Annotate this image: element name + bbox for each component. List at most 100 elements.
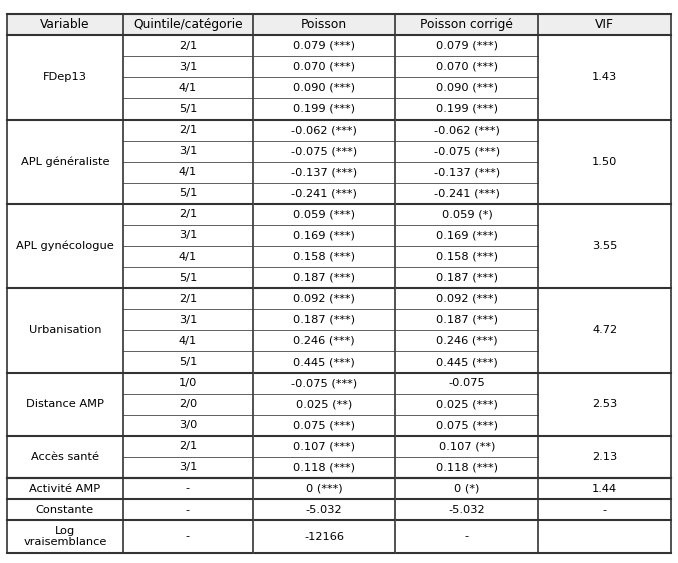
Text: 0 (***): 0 (***): [306, 484, 342, 494]
Text: 0.118 (***): 0.118 (***): [293, 462, 355, 472]
Bar: [123, 520, 253, 553]
Text: 0.445 (***): 0.445 (***): [436, 357, 498, 367]
Bar: [538, 478, 671, 499]
Text: 4/1: 4/1: [179, 167, 197, 177]
Bar: [123, 457, 253, 478]
Bar: [395, 99, 538, 119]
Text: 4/1: 4/1: [179, 252, 197, 262]
Text: Distance AMP: Distance AMP: [26, 399, 104, 409]
Bar: [395, 204, 538, 225]
Bar: [123, 14, 253, 35]
Text: 5/1: 5/1: [178, 104, 197, 114]
Text: 0.187 (***): 0.187 (***): [293, 272, 355, 283]
Bar: [253, 520, 395, 553]
Text: 5/1: 5/1: [178, 272, 197, 283]
Bar: [395, 183, 538, 204]
Text: APL généraliste: APL généraliste: [20, 157, 109, 167]
Text: 0.025 (***): 0.025 (***): [436, 399, 498, 409]
Bar: [538, 14, 671, 35]
Bar: [123, 119, 253, 141]
Text: 1/0: 1/0: [178, 378, 197, 388]
Bar: [123, 141, 253, 162]
Text: -: -: [186, 484, 190, 494]
Bar: [253, 288, 395, 309]
Bar: [253, 436, 395, 457]
Bar: [395, 520, 538, 553]
Bar: [395, 415, 538, 436]
Text: APL gynécologue: APL gynécologue: [16, 241, 114, 251]
Text: 0.246 (***): 0.246 (***): [294, 336, 355, 346]
Bar: [538, 204, 671, 288]
Bar: [123, 394, 253, 415]
Bar: [7, 520, 123, 553]
Text: 1.50: 1.50: [592, 157, 618, 167]
Text: 4/1: 4/1: [179, 336, 197, 346]
Bar: [395, 351, 538, 373]
Text: 2/1: 2/1: [179, 209, 197, 220]
Bar: [253, 77, 395, 99]
Text: Poisson corrigé: Poisson corrigé: [420, 18, 513, 31]
Bar: [253, 99, 395, 119]
Bar: [395, 267, 538, 288]
Bar: [7, 499, 123, 520]
Text: -0.137 (***): -0.137 (***): [434, 167, 500, 177]
Bar: [538, 35, 671, 119]
Bar: [123, 162, 253, 183]
Bar: [395, 14, 538, 35]
Bar: [253, 457, 395, 478]
Text: 0.169 (***): 0.169 (***): [293, 230, 355, 240]
Bar: [253, 267, 395, 288]
Text: Constante: Constante: [36, 504, 94, 515]
Text: 4/1: 4/1: [179, 83, 197, 93]
Text: 0.090 (***): 0.090 (***): [293, 83, 355, 93]
Text: -0.241 (***): -0.241 (***): [434, 188, 500, 198]
Text: -12166: -12166: [304, 531, 344, 542]
Bar: [395, 77, 538, 99]
Text: 4.72: 4.72: [592, 325, 618, 336]
Text: 0.075 (***): 0.075 (***): [293, 421, 355, 430]
Text: 2/1: 2/1: [179, 125, 197, 135]
Bar: [253, 415, 395, 436]
Bar: [253, 351, 395, 373]
Bar: [395, 394, 538, 415]
Bar: [123, 225, 253, 246]
Bar: [123, 267, 253, 288]
Bar: [395, 56, 538, 77]
Text: 2.53: 2.53: [592, 399, 618, 409]
Text: 0.187 (***): 0.187 (***): [293, 315, 355, 325]
Bar: [123, 77, 253, 99]
Text: -: -: [465, 531, 469, 542]
Text: 2/1: 2/1: [179, 441, 197, 452]
Bar: [538, 288, 671, 373]
Bar: [395, 478, 538, 499]
Bar: [7, 119, 123, 204]
Text: -5.032: -5.032: [449, 504, 485, 515]
Bar: [123, 204, 253, 225]
Bar: [253, 478, 395, 499]
Bar: [395, 225, 538, 246]
Bar: [123, 330, 253, 351]
Text: 0.092 (***): 0.092 (***): [436, 294, 498, 304]
Text: Urbanisation: Urbanisation: [28, 325, 101, 336]
Bar: [395, 499, 538, 520]
Text: 1.44: 1.44: [592, 484, 618, 494]
Text: -0.075 (***): -0.075 (***): [434, 146, 500, 156]
Bar: [253, 162, 395, 183]
Text: 2/1: 2/1: [179, 294, 197, 304]
Bar: [123, 373, 253, 394]
Text: 5/1: 5/1: [178, 188, 197, 198]
Text: 3/1: 3/1: [178, 230, 197, 240]
Bar: [123, 309, 253, 330]
Text: Variable: Variable: [40, 18, 89, 31]
Text: 0.169 (***): 0.169 (***): [436, 230, 498, 240]
Bar: [123, 288, 253, 309]
Text: 0.070 (***): 0.070 (***): [436, 62, 498, 72]
Text: 3/1: 3/1: [178, 62, 197, 72]
Bar: [7, 14, 123, 35]
Text: 3/1: 3/1: [178, 315, 197, 325]
Bar: [253, 14, 395, 35]
Bar: [253, 330, 395, 351]
Bar: [395, 119, 538, 141]
Text: 0.187 (***): 0.187 (***): [436, 272, 498, 283]
Text: 0 (*): 0 (*): [454, 484, 479, 494]
